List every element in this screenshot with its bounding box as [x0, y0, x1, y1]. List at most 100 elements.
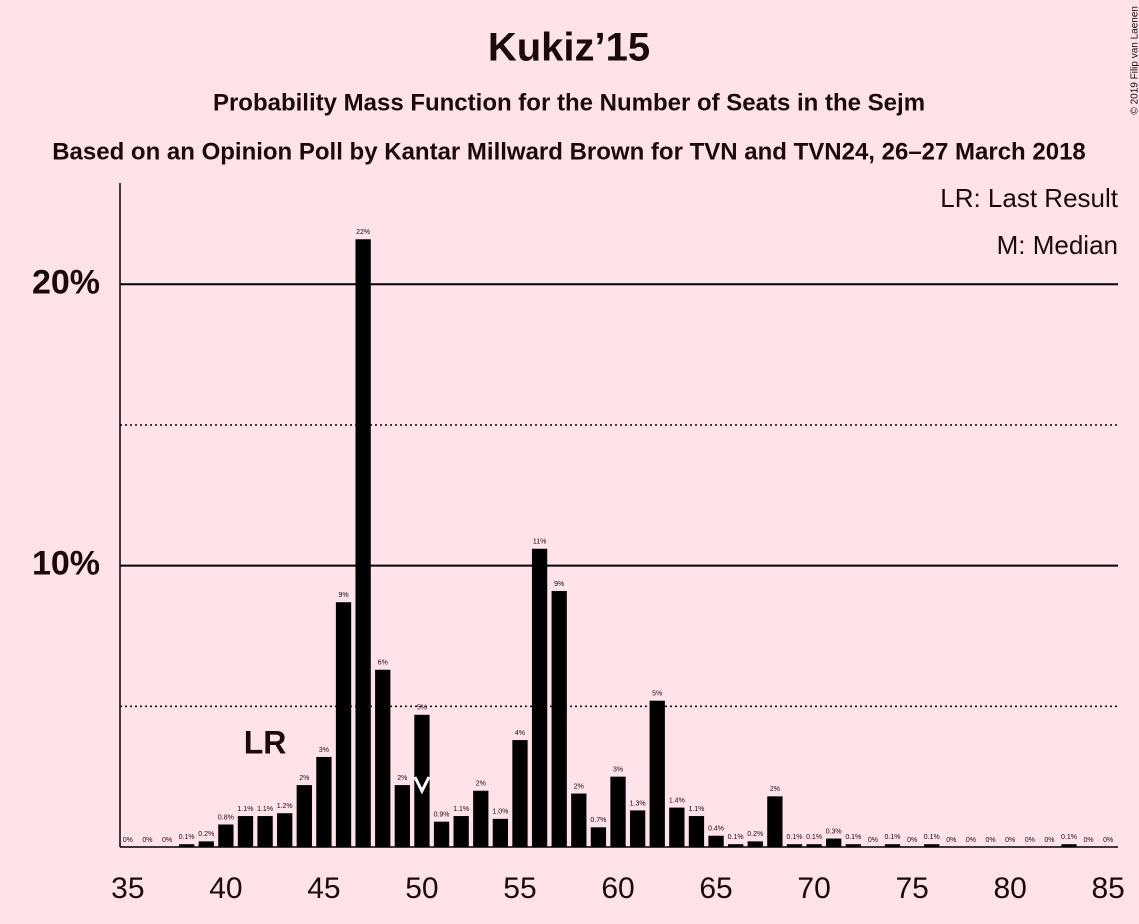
bar [237, 816, 254, 847]
value-label: 9% [554, 581, 564, 588]
bar [884, 844, 901, 847]
value-label: 5% [417, 705, 427, 712]
value-label: 2% [574, 783, 584, 790]
value-label: 2% [476, 781, 486, 788]
value-label: 1.2% [277, 803, 293, 810]
bar [629, 810, 646, 847]
chart-subtitle: Probability Mass Function for the Number… [213, 89, 925, 116]
value-label: 0.1% [924, 834, 940, 841]
y-tick-label: 10% [32, 545, 100, 583]
value-label: 0% [123, 837, 133, 844]
bar [335, 602, 352, 847]
bar [551, 590, 567, 847]
value-label: 6% [378, 660, 388, 667]
value-label: 0.2% [198, 831, 214, 838]
bar [786, 844, 803, 847]
bar [826, 838, 842, 847]
legend-entry: LR: Last Result [940, 183, 1119, 213]
bar [277, 813, 293, 847]
x-tick-label: 35 [111, 872, 144, 905]
x-tick-label: 85 [1092, 872, 1125, 905]
bar [453, 816, 469, 847]
value-label: 9% [338, 592, 348, 599]
value-label: 0% [1103, 837, 1113, 844]
value-label: 1.4% [669, 797, 685, 804]
bar [747, 841, 763, 847]
value-label: 2% [397, 775, 407, 782]
x-tick-label: 75 [895, 872, 928, 905]
bar [708, 835, 724, 847]
bar [375, 669, 391, 847]
x-tick-label: 55 [503, 872, 536, 905]
value-label: 1.1% [453, 806, 469, 813]
bar [355, 239, 371, 847]
copyright: © 2019 Filip van Laenen [1130, 6, 1139, 115]
x-tick-label: 40 [209, 872, 242, 905]
value-label: 1.1% [257, 806, 273, 813]
last-result-label: LR [244, 724, 287, 760]
x-tick-label: 80 [993, 872, 1026, 905]
bar [257, 816, 273, 847]
bar [688, 816, 705, 847]
value-label: 0.2% [747, 831, 763, 838]
value-label: 1.1% [238, 806, 254, 813]
bar [316, 756, 332, 847]
bar [179, 844, 195, 847]
value-label: 3% [319, 747, 329, 754]
value-label: 0.1% [728, 834, 744, 841]
value-label: 1.1% [688, 806, 704, 813]
median-marker [413, 776, 431, 795]
bar [1061, 844, 1077, 847]
x-tick-label: 70 [797, 872, 830, 905]
x-tick-label: 60 [601, 872, 634, 905]
bar [669, 807, 685, 847]
value-label: 0% [1084, 837, 1094, 844]
value-label: 2% [299, 775, 309, 782]
bar [414, 714, 430, 847]
value-label: 0.1% [845, 834, 861, 841]
legend-entry: M: Median [997, 230, 1118, 260]
value-label: 0% [946, 837, 956, 844]
value-label: 0.1% [885, 834, 901, 841]
value-label: 0.4% [708, 826, 724, 833]
value-label: 0% [1044, 837, 1054, 844]
bar [590, 827, 607, 847]
bar [845, 844, 861, 847]
bar [728, 844, 744, 847]
value-label: 0% [1005, 837, 1015, 844]
x-tick-label: 45 [307, 872, 340, 905]
bar [198, 841, 214, 847]
x-tick-label: 65 [699, 872, 732, 905]
value-label: 0.1% [179, 834, 195, 841]
value-label: 11% [533, 539, 547, 546]
chart-subtitle: Based on an Opinion Poll by Kantar Millw… [52, 138, 1086, 165]
value-label: 0.3% [826, 828, 842, 835]
value-label: 0% [142, 837, 152, 844]
bar [512, 740, 528, 847]
bar [806, 844, 822, 847]
value-label: 2% [770, 786, 780, 793]
value-label: 1.0% [492, 809, 508, 816]
bar [218, 824, 234, 847]
value-label: 22% [356, 229, 370, 236]
bar [433, 821, 450, 847]
bar [924, 844, 940, 847]
bar [610, 776, 626, 847]
x-tick-label: 50 [405, 872, 438, 905]
bar [473, 790, 489, 847]
bar [571, 793, 587, 847]
value-label: 1.3% [630, 800, 646, 807]
bar [649, 700, 665, 847]
value-label: 3% [613, 767, 623, 774]
value-label: 4% [515, 730, 525, 737]
value-label: 0% [162, 837, 172, 844]
value-label: 0.1% [806, 834, 822, 841]
bar [492, 818, 509, 847]
value-label: 0.1% [786, 834, 802, 841]
bar [296, 785, 312, 847]
value-label: 5% [652, 691, 662, 698]
value-label: 0.9% [434, 812, 450, 819]
value-label: 0% [985, 837, 995, 844]
